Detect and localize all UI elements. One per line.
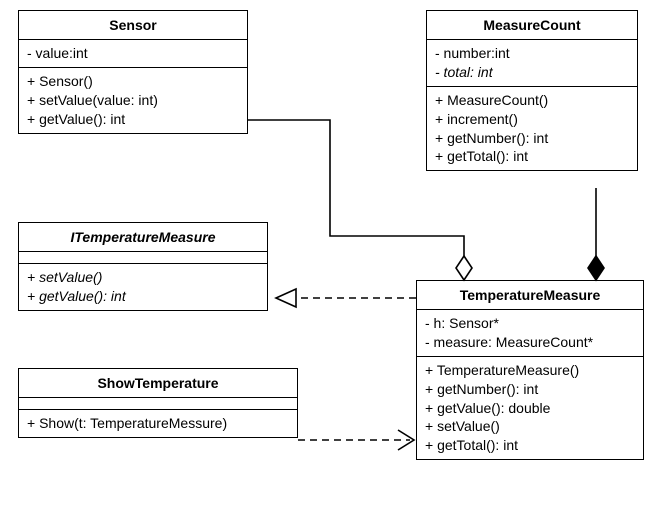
method: + getTotal(): int [425, 436, 635, 455]
method: + increment() [435, 110, 629, 129]
method: + getNumber(): int [435, 129, 629, 148]
attr: - measure: MeasureCount* [425, 333, 635, 352]
method: + TemperatureMeasure() [425, 361, 635, 380]
class-title: ShowTemperature [19, 369, 297, 398]
class-attributes: - h: Sensor* - measure: MeasureCount* [417, 310, 643, 357]
class-methods: + TemperatureMeasure() + getNumber(): in… [417, 357, 643, 459]
class-temperaturemeasure: TemperatureMeasure - h: Sensor* - measur… [416, 280, 644, 460]
class-sensor: Sensor - value:int + Sensor() + setValue… [18, 10, 248, 134]
method: + setValue() [425, 417, 635, 436]
attr: - total: int [435, 63, 629, 82]
method: + MeasureCount() [435, 91, 629, 110]
attr: - number:int [435, 44, 629, 63]
class-methods: + Sensor() + setValue(value: int) + getV… [19, 68, 247, 133]
method: + getTotal(): int [435, 147, 629, 166]
class-attributes: - number:int - total: int [427, 40, 637, 87]
class-attributes [19, 252, 267, 264]
method: + getValue(): double [425, 399, 635, 418]
class-measurecount: MeasureCount - number:int - total: int +… [426, 10, 638, 171]
triangle-open-icon [276, 289, 296, 307]
class-methods: + MeasureCount() + increment() + getNumb… [427, 87, 637, 171]
diamond-filled-icon [588, 256, 604, 280]
class-title: Sensor [19, 11, 247, 40]
method: + getValue(): int [27, 287, 259, 306]
class-showtemperature: ShowTemperature + Show(t: TemperatureMes… [18, 368, 298, 438]
method: + setValue() [27, 268, 259, 287]
class-attributes: - value:int [19, 40, 247, 68]
method: + getNumber(): int [425, 380, 635, 399]
class-title: MeasureCount [427, 11, 637, 40]
class-itemperaturemeasure: ITemperatureMeasure + setValue() + getVa… [18, 222, 268, 311]
class-methods: + Show(t: TemperatureMessure) [19, 410, 297, 437]
class-attributes [19, 398, 297, 410]
method: + Show(t: TemperatureMessure) [27, 414, 289, 433]
class-title: TemperatureMeasure [417, 281, 643, 310]
arrow-open-icon [398, 430, 414, 450]
attr: - h: Sensor* [425, 314, 635, 333]
method: + setValue(value: int) [27, 91, 239, 110]
method: + Sensor() [27, 72, 239, 91]
class-title: ITemperatureMeasure [19, 223, 267, 252]
class-methods: + setValue() + getValue(): int [19, 264, 267, 310]
diamond-open-icon [456, 256, 472, 280]
method: + getValue(): int [27, 110, 239, 129]
attr: - value:int [27, 44, 239, 63]
